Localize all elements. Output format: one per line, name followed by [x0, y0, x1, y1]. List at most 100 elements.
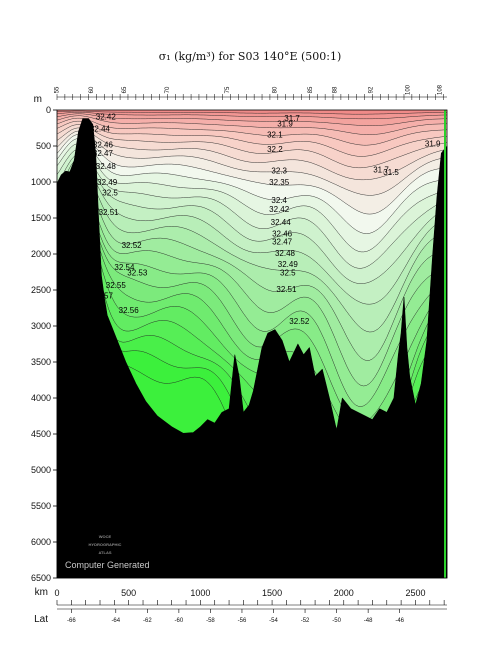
contour-label: 32.4 [271, 196, 287, 205]
woce-logo: WOCE HYDROGRAPHIC ATLAS [89, 534, 122, 555]
density-fill-layer [57, 110, 447, 578]
contour-label: 32.5 [102, 189, 118, 198]
contour-label: 31.7 [373, 166, 389, 175]
y-tick-label: 2000 [31, 249, 51, 259]
station-label: 108 [437, 84, 443, 95]
contour-label: 32.56 [119, 306, 140, 315]
lat-tick-label: -48 [364, 618, 373, 624]
contour-line [56, 174, 448, 387]
lat-tick-label: -56 [238, 618, 247, 624]
lat-tick-label: -66 [67, 618, 76, 624]
lat-tick-label: -54 [269, 618, 278, 624]
contour-label: 32.46 [272, 230, 293, 239]
computer-generated-watermark: Computer Generated [65, 560, 150, 570]
y-tick-label: 4000 [31, 393, 51, 403]
contour-label: 32.51 [99, 208, 120, 217]
station-label: 100 [406, 84, 412, 95]
contour-label: 32.42 [96, 112, 117, 121]
contour-label: 32.48 [275, 249, 296, 258]
contour-label: 32.54 [114, 263, 135, 272]
y-tick-label: 500 [36, 141, 51, 151]
km-tick-label: 1000 [190, 588, 210, 598]
contour-line [56, 167, 448, 361]
contour-label: 31.5 [383, 168, 399, 177]
contour-line [56, 124, 448, 169]
contour-label: 32.44 [271, 218, 292, 227]
station-label: 92 [368, 86, 374, 93]
lat-tick-label: -46 [395, 618, 404, 624]
lat-tick-label: -58 [206, 618, 215, 624]
contour-label: 32.5 [280, 269, 296, 278]
contour-label: 31.9 [277, 120, 293, 129]
y-tick-label: 6000 [31, 537, 51, 547]
y-tick-label: 1500 [31, 213, 51, 223]
contour-line [56, 113, 448, 126]
km-tick-label: 2000 [334, 588, 354, 598]
plot-border [56, 109, 448, 579]
y-tick-label: 6500 [31, 573, 51, 583]
station-label: 88 [333, 86, 339, 93]
contour-line [56, 117, 448, 146]
contour-label: 32.44 [90, 125, 111, 134]
contour-line [56, 182, 448, 407]
contour-label-layer: 31.731.932.132.232.332.3532.432.4232.443… [81, 112, 441, 325]
logo-line-1: WOCE [99, 534, 112, 539]
contour-line [56, 134, 448, 215]
contour-label: 32.52 [122, 241, 143, 250]
contour-label: 32.49 [97, 178, 118, 187]
logo-line-3: ATLAS [98, 550, 111, 555]
axes-layer: m050010001500200025003000350040004500500… [31, 84, 447, 625]
station-label: 60 [89, 86, 95, 93]
seafloor-layer [56, 110, 448, 579]
contour-line [56, 115, 447, 135]
station-label: 85 [308, 86, 314, 93]
contour-line [56, 143, 448, 253]
contour-line [56, 120, 448, 157]
y-tick-label: 2500 [31, 285, 51, 295]
km-tick-label: 500 [121, 588, 136, 598]
contour-line [56, 162, 448, 333]
lat-tick-label: -50 [332, 618, 341, 624]
contour-line [56, 158, 448, 305]
contour-line [56, 149, 448, 269]
contour-line [56, 127, 448, 181]
contour-label: 31.7 [284, 114, 300, 123]
lat-tick-label: -52 [301, 618, 310, 624]
y-tick-label: 3500 [31, 357, 51, 367]
contour-label: 32.49 [278, 260, 299, 269]
lat-axis-label: Lat [34, 614, 48, 625]
density-band [57, 110, 447, 115]
contour-label: 32.53 [127, 269, 148, 278]
chart-title: σ₁ (kg/m³) for S03 140°E (500:1) [158, 50, 342, 63]
contour-label: 32.52 [289, 317, 310, 326]
contour-label: 32.55 [106, 281, 127, 290]
x-axis-label: km [35, 587, 48, 598]
y-tick-label: 4500 [31, 429, 51, 439]
y-tick-label: 5000 [31, 465, 51, 475]
y-tick-label: 5500 [31, 501, 51, 511]
contour-label: 32.51 [276, 285, 297, 294]
contour-label: 32.1 [267, 130, 283, 139]
contour-label: 31.9 [425, 140, 441, 149]
contour-label: 32.47 [272, 238, 293, 247]
contour-label: 32.42 [269, 205, 290, 214]
station-label: 70 [165, 86, 171, 93]
km-tick-label: 1500 [262, 588, 282, 598]
km-tick-label: 2500 [405, 588, 425, 598]
station-label: 65 [122, 86, 128, 93]
logo-line-2: HYDROGRAPHIC [89, 542, 122, 547]
y-axis-label: m [34, 94, 42, 105]
plot-frame [56, 109, 448, 579]
contour-line [56, 189, 448, 424]
right-edge-strip [444, 110, 446, 578]
station-label: 80 [272, 86, 278, 93]
lat-tick-label: -62 [143, 618, 152, 624]
y-tick-label: 1000 [31, 177, 51, 187]
contour-line [56, 110, 447, 115]
station-label: 55 [54, 86, 60, 93]
contour-line [56, 138, 448, 234]
station-label: 75 [225, 86, 231, 93]
lat-tick-label: -64 [111, 618, 120, 624]
contour-label: 32.48 [96, 162, 117, 171]
